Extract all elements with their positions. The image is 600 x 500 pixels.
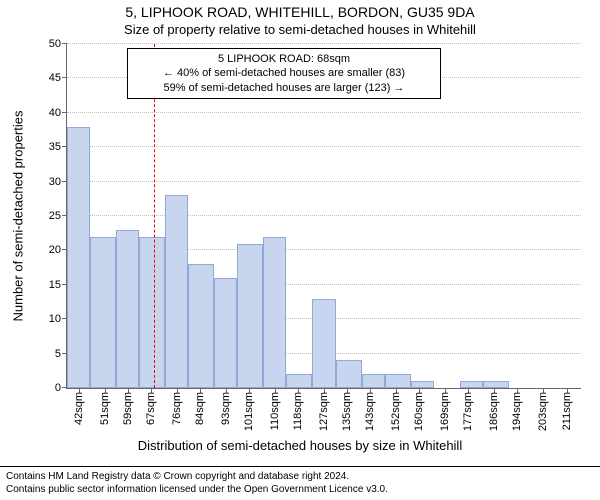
grid-line (67, 112, 581, 113)
ytick-label: 50 (49, 38, 67, 50)
histogram-bar (214, 278, 237, 388)
histogram-bar (483, 381, 509, 388)
figure: 5, LIPHOOK ROAD, WHITEHILL, BORDON, GU35… (0, 0, 600, 500)
footer-attribution: Contains HM Land Registry data © Crown c… (0, 466, 600, 500)
histogram-bar (336, 360, 362, 388)
histogram-bar (188, 264, 214, 388)
y-axis-label: Number of semi-detached properties (11, 111, 26, 322)
plot-area: 0510152025303540455042sqm51sqm59sqm67sqm… (66, 44, 581, 389)
footer-line-2: Contains public sector information licen… (6, 484, 594, 497)
xtick-label: 51sqm (99, 392, 111, 425)
histogram-bar (237, 244, 263, 388)
chart-subtitle: Size of property relative to semi-detach… (0, 22, 600, 37)
grid-line (67, 181, 581, 182)
grid-line (67, 146, 581, 147)
ytick-label: 15 (49, 279, 67, 291)
xtick-label: 135sqm (341, 392, 353, 431)
histogram-bar (90, 237, 116, 388)
histogram-bar (460, 381, 483, 388)
ytick-label: 20 (49, 244, 67, 256)
xtick-label: 42sqm (73, 392, 85, 425)
xtick-label: 118sqm (292, 392, 304, 430)
histogram-bar (362, 374, 385, 388)
annotation-line-3: 59% of semi-detached houses are larger (… (136, 81, 432, 95)
histogram-bar (67, 127, 90, 388)
ytick-label: 10 (49, 313, 67, 325)
ytick-label: 35 (49, 141, 67, 153)
xtick-label: 169sqm (439, 392, 451, 431)
xtick-label: 143sqm (364, 392, 376, 431)
grid-line (67, 215, 581, 216)
histogram-bar (263, 237, 286, 388)
ytick-label: 25 (49, 210, 67, 222)
xtick-label: 152sqm (390, 392, 402, 431)
histogram-bar (139, 237, 165, 388)
chart-title: 5, LIPHOOK ROAD, WHITEHILL, BORDON, GU35… (0, 4, 600, 20)
ytick-label: 30 (49, 176, 67, 188)
ytick-label: 0 (55, 382, 67, 394)
histogram-bar (286, 374, 312, 388)
xtick-label: 177sqm (462, 392, 474, 431)
footer-line-1: Contains HM Land Registry data © Crown c… (6, 471, 594, 484)
xtick-label: 211sqm (561, 392, 573, 430)
xtick-label: 93sqm (220, 392, 232, 425)
annotation-line-2: ← 40% of semi-detached houses are smalle… (136, 66, 432, 80)
xtick-label: 59sqm (122, 392, 134, 425)
xtick-label: 127sqm (318, 392, 330, 431)
ytick-label: 40 (49, 107, 67, 119)
xtick-label: 76sqm (171, 392, 183, 425)
x-axis-label: Distribution of semi-detached houses by … (0, 438, 600, 453)
histogram-bar (116, 230, 139, 388)
xtick-label: 101sqm (243, 392, 255, 431)
xtick-label: 203sqm (537, 392, 549, 431)
annotation-box: 5 LIPHOOK ROAD: 68sqm← 40% of semi-detac… (127, 48, 441, 99)
xtick-label: 67sqm (145, 392, 157, 425)
xtick-label: 84sqm (194, 392, 206, 425)
ytick-label: 45 (49, 72, 67, 84)
histogram-bar (165, 195, 188, 388)
histogram-bar (312, 299, 335, 388)
annotation-line-1: 5 LIPHOOK ROAD: 68sqm (136, 52, 432, 66)
xtick-label: 160sqm (413, 392, 425, 431)
histogram-bar (411, 381, 434, 388)
ytick-label: 5 (55, 348, 67, 360)
histogram-bar (385, 374, 411, 388)
grid-line (67, 43, 581, 44)
xtick-label: 194sqm (511, 392, 523, 431)
xtick-label: 186sqm (488, 392, 500, 431)
xtick-label: 110sqm (269, 392, 281, 430)
